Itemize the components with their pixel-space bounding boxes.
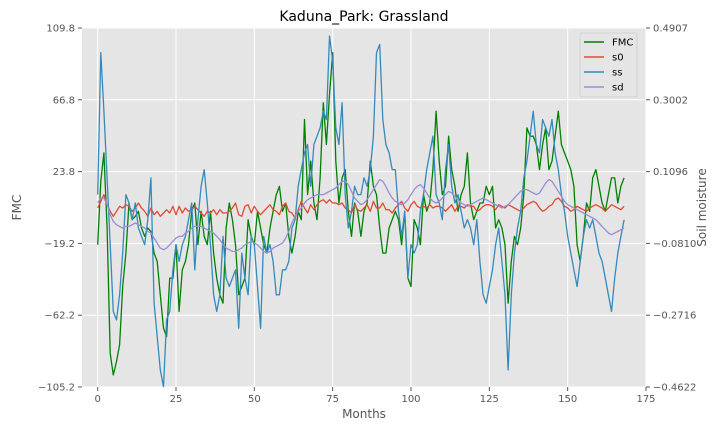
legend-label-ss: ss [612,68,622,79]
x-tick-label: 100 [401,394,420,405]
x-tick-label: 175 [636,394,655,405]
y2-tick-label: 0.4907 [653,24,688,35]
y-tick-label: 23.8 [53,167,75,178]
legend-box [579,32,638,98]
y2-tick-label: −0.4622 [653,383,696,394]
x-tick-label: 75 [326,394,339,405]
series-line-ss [97,35,625,388]
y2-tick-label: −0.0810 [653,239,696,250]
x-tick-label: 25 [170,394,183,405]
y-tick-label: 109.8 [46,24,75,35]
chart-title: Kaduna_Park: Grassland [279,9,448,25]
axes: 0 25 50 75 100 125 150 175 −105.2 −62.2 −19.2 23.8 6… [38,24,696,406]
y2-axis-label: Soil moisture [695,168,709,246]
y-tick-label: −62.2 [44,311,75,322]
legend-label-FMC: FMC [612,38,633,49]
legend: FMC s0 ss sd [579,32,638,98]
series-line-s0 [97,193,625,219]
x-tick-label: 150 [558,394,577,405]
x-tick-label: 125 [480,394,499,405]
x-tick-label: 50 [248,394,261,405]
y-tick-label: −19.2 [44,239,75,250]
legend-label-s0: s0 [612,53,624,64]
x-axis-label: Months [342,407,386,421]
x-tick-label: 0 [94,394,100,405]
y2-tick-label: 0.1096 [653,167,688,178]
series-layer [97,35,625,388]
y-tick-label: 66.8 [53,95,75,106]
y-axis-label: FMC [10,195,24,221]
y-tick-label: −105.2 [38,383,75,394]
y2-tick-label: −0.2716 [653,311,696,322]
y2-tick-label: 0.3002 [653,95,688,106]
series-line-sd [97,178,625,254]
legend-label-sd: sd [612,83,624,94]
